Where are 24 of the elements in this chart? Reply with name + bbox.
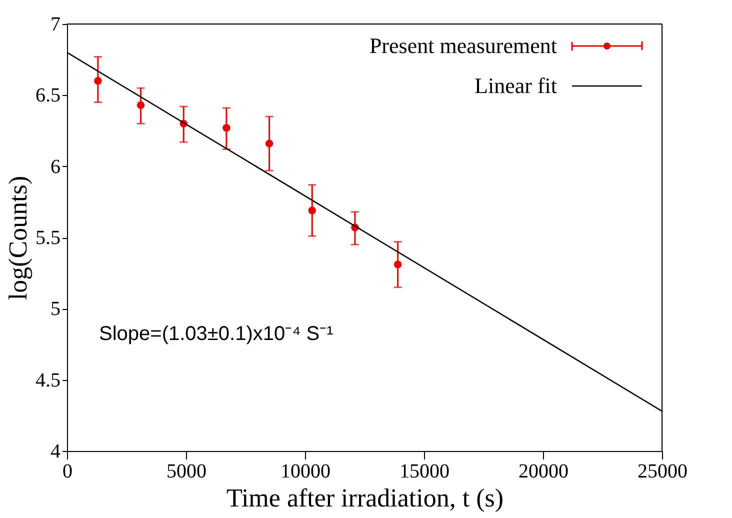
annotation: Slope=(1.03±0.1)x10⁻⁴ S⁻¹ xyxy=(99,323,334,345)
y-axis-title: log(Counts) xyxy=(4,176,32,300)
point xyxy=(394,260,402,268)
point xyxy=(94,77,102,85)
x-tick-label: 10000 xyxy=(280,460,330,482)
point xyxy=(265,140,274,148)
y-tick-label: 4.5 xyxy=(36,369,60,392)
x-tick-label: 0 xyxy=(62,460,72,482)
legend-label: Present measurement xyxy=(369,33,557,58)
x-tick-label: 5000 xyxy=(166,460,206,482)
legend-label: Linear fit xyxy=(474,73,557,98)
y-tick-label: 7 xyxy=(50,14,60,36)
x-tick-label: 20000 xyxy=(518,460,568,482)
y-tick-label: 4 xyxy=(50,440,60,462)
y-tick-label: 5 xyxy=(50,298,60,320)
y-tick-label: 5.5 xyxy=(36,227,60,249)
x-tick-label: 15000 xyxy=(400,460,450,482)
x-tick-label: 25000 xyxy=(638,460,688,482)
point xyxy=(222,124,230,132)
x-axis-title: Time after irradiation, t (s) xyxy=(226,484,504,512)
point xyxy=(136,101,145,109)
y-tick-label: 6.5 xyxy=(36,84,60,107)
point xyxy=(308,206,316,214)
y-tick-label: 6 xyxy=(50,156,60,178)
